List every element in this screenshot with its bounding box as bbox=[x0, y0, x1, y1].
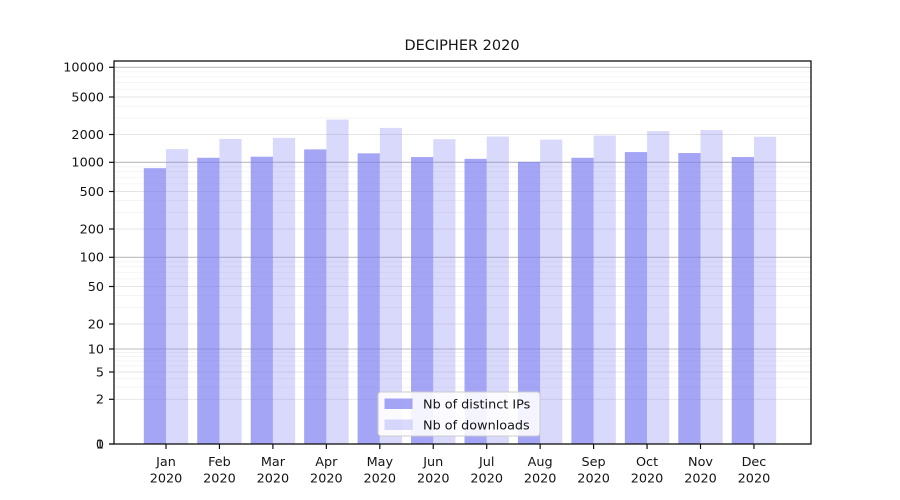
y-tick-label: 1000 bbox=[71, 156, 104, 171]
legend-label-downloads: Nb of downloads bbox=[423, 419, 530, 434]
legend-swatch-downloads bbox=[384, 419, 413, 430]
x-tick-label-year: 2020 bbox=[577, 472, 610, 487]
x-tick-label-year: 2020 bbox=[364, 472, 397, 487]
y-tick-label: 10 bbox=[88, 342, 104, 357]
y-tick-label: 2000 bbox=[71, 128, 104, 143]
x-tick-label-year: 2020 bbox=[631, 472, 664, 487]
bar-apr bbox=[326, 119, 349, 444]
bar-jan bbox=[143, 168, 166, 444]
bar-feb bbox=[219, 138, 242, 444]
x-tick-label-year: 2020 bbox=[738, 472, 771, 487]
y-tick-label: 500 bbox=[80, 185, 104, 200]
bar-may bbox=[357, 153, 380, 444]
bar-jul bbox=[464, 158, 487, 444]
y-tick-label: 50 bbox=[88, 280, 104, 295]
bars-nb-downloads bbox=[166, 119, 777, 445]
x-tick-label-month: Dec bbox=[742, 455, 767, 470]
bar-nov bbox=[678, 153, 701, 444]
x-tick-label-month: Jul bbox=[478, 455, 494, 470]
y-tick-label: 20 bbox=[88, 317, 104, 332]
y-tick-label: 100 bbox=[80, 251, 104, 266]
bar-dec bbox=[753, 136, 777, 444]
bar-mar bbox=[272, 137, 296, 444]
y-tick-label: 5000 bbox=[71, 90, 104, 105]
bar-oct bbox=[624, 152, 648, 444]
chart-title: DECIPHER 2020 bbox=[404, 38, 519, 54]
bar-mar bbox=[250, 156, 273, 444]
y-tick-label: 5 bbox=[96, 365, 104, 380]
legend-label-distinct-ips: Nb of distinct IPs bbox=[423, 398, 531, 413]
x-tick-label-month: Nov bbox=[688, 455, 713, 470]
x-tick-label-month: Jan bbox=[155, 455, 176, 470]
x-tick-label-month: Sep bbox=[582, 455, 606, 470]
x-tick-label-month: Oct bbox=[636, 455, 658, 470]
y-tick-label: 2 bbox=[96, 393, 104, 408]
x-tick-label-month: Jun bbox=[422, 455, 443, 470]
x-tick-label-month: Aug bbox=[528, 455, 553, 470]
legend: Nb of distinct IPs Nb of downloads bbox=[377, 391, 541, 437]
bar-apr bbox=[304, 149, 327, 445]
x-tick-label-year: 2020 bbox=[257, 472, 290, 487]
bar-aug bbox=[540, 139, 563, 444]
legend-swatch-distinct-ips bbox=[384, 398, 413, 409]
bar-jun bbox=[433, 139, 456, 444]
bar-dec bbox=[731, 157, 754, 444]
x-tick-label-year: 2020 bbox=[684, 472, 717, 487]
bar-sep bbox=[571, 157, 594, 444]
bar-sep bbox=[593, 135, 616, 444]
x-tick-label-year: 2020 bbox=[470, 472, 503, 487]
y-axis: 10000 5000 2000 1000 500 200 100 50 20 10 5 2 10 bbox=[63, 61, 114, 452]
x-tick-label-year: 2020 bbox=[203, 472, 236, 487]
x-tick-label-year: 2020 bbox=[524, 472, 557, 487]
x-tick-label-year: 2020 bbox=[417, 472, 450, 487]
y-tick-label: 200 bbox=[80, 222, 104, 237]
x-tick-label-year: 2020 bbox=[150, 472, 183, 487]
bar-aug bbox=[517, 161, 541, 444]
bars-nb-distinct-ips bbox=[143, 149, 754, 445]
y-tick-label: 0 bbox=[96, 437, 104, 452]
bar-jan bbox=[166, 149, 189, 444]
x-tick-label-month: Feb bbox=[208, 455, 231, 470]
x-axis: Jan 2020 Feb 2020 Mar 2020 Apr 2020 May 2020 Jun 20… bbox=[150, 444, 771, 487]
x-tick-label-month: May bbox=[367, 455, 394, 470]
bar-oct bbox=[647, 131, 670, 445]
bar-nov bbox=[700, 130, 723, 444]
plot-border bbox=[113, 60, 812, 445]
bar-may bbox=[379, 127, 402, 444]
y-tick-label: 10000 bbox=[63, 61, 104, 76]
x-tick-label-month: Mar bbox=[261, 455, 286, 470]
y-tick-label: 1 bbox=[96, 437, 104, 452]
legend-box bbox=[377, 391, 541, 437]
bar-jun bbox=[411, 157, 434, 444]
bar-feb bbox=[197, 157, 220, 444]
x-tick-label-month: Apr bbox=[315, 455, 338, 470]
x-tick-label-year: 2020 bbox=[310, 472, 343, 487]
bar-jul bbox=[486, 136, 509, 444]
